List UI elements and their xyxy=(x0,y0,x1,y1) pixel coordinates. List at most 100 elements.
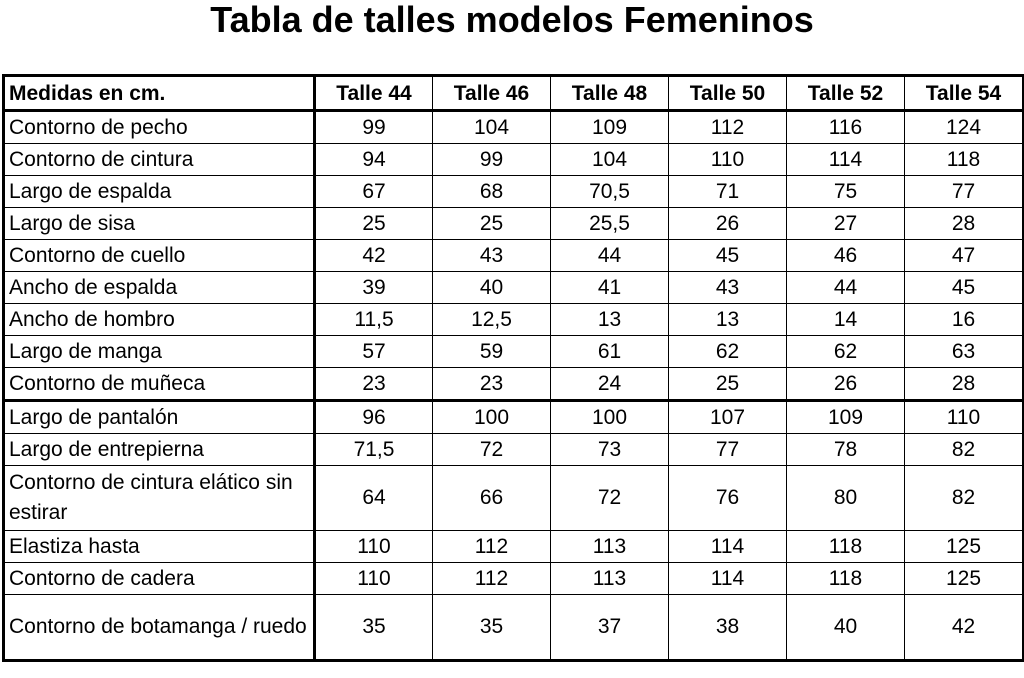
row-label: Contorno de cuello xyxy=(2,239,316,272)
table-cell: 11,5 xyxy=(314,303,433,336)
table-cell: 114 xyxy=(668,562,787,595)
table-row: Contorno de cintura 94 99 104 110 114 118 xyxy=(2,143,1024,176)
table-cell: 72 xyxy=(550,465,669,531)
table-cell: 13 xyxy=(550,303,669,336)
table-cell: 45 xyxy=(904,271,1024,304)
table-cell: 37 xyxy=(550,594,669,662)
table-cell: 44 xyxy=(786,271,905,304)
table-row: Contorno de botamanga / ruedo 35 35 37 38 40 4… xyxy=(2,594,1024,662)
table-cell: 25 xyxy=(432,207,551,240)
table-cell: 100 xyxy=(432,399,551,434)
table-cell: 77 xyxy=(904,175,1024,208)
table-cell: 82 xyxy=(904,465,1024,531)
table-cell: 124 xyxy=(904,110,1024,144)
table-cell: 38 xyxy=(668,594,787,662)
table-cell: 107 xyxy=(668,399,787,434)
table-cell: 110 xyxy=(314,562,433,595)
row-label: Contorno de muñeca xyxy=(2,367,316,401)
table-cell: 118 xyxy=(904,143,1024,176)
table-cell: 114 xyxy=(668,530,787,563)
table-cell: 43 xyxy=(668,271,787,304)
table-cell: 61 xyxy=(550,335,669,368)
table-cell: 110 xyxy=(904,399,1024,434)
table-row: Contorno de cadera 110 112 113 114 118 125 xyxy=(2,562,1024,595)
table-cell: 25 xyxy=(314,207,433,240)
table-cell: 47 xyxy=(904,239,1024,272)
table-cell: 72 xyxy=(432,433,551,466)
table-cell: 71 xyxy=(668,175,787,208)
table-cell: 26 xyxy=(786,367,905,401)
table-cell: 13 xyxy=(668,303,787,336)
table-cell: 99 xyxy=(432,143,551,176)
row-label: Largo de manga xyxy=(2,335,316,368)
table-cell: 28 xyxy=(904,367,1024,401)
table-cell: 99 xyxy=(314,110,433,144)
table-cell: 12,5 xyxy=(432,303,551,336)
table-row: Contorno de pecho 99 104 109 112 116 124 xyxy=(2,110,1024,144)
table-cell: 42 xyxy=(314,239,433,272)
table-cell: 43 xyxy=(432,239,551,272)
table-cell: 68 xyxy=(432,175,551,208)
table-cell: 23 xyxy=(314,367,433,401)
table-cell: 14 xyxy=(786,303,905,336)
table-cell: 46 xyxy=(786,239,905,272)
table-row: Contorno de cuello 42 43 44 45 46 47 xyxy=(2,239,1024,272)
column-header: Talle 50 xyxy=(668,74,787,112)
table-cell: 59 xyxy=(432,335,551,368)
row-label: Contorno de pecho xyxy=(2,110,316,144)
table-cell: 35 xyxy=(314,594,433,662)
column-header: Talle 48 xyxy=(550,74,669,112)
row-label: Largo de sisa xyxy=(2,207,316,240)
row-label: Largo de pantalón xyxy=(2,399,316,434)
row-label: Elastiza hasta xyxy=(2,530,316,563)
table-cell: 78 xyxy=(786,433,905,466)
table-cell: 94 xyxy=(314,143,433,176)
table-cell: 118 xyxy=(786,530,905,563)
table-cell: 112 xyxy=(432,562,551,595)
table-cell: 114 xyxy=(786,143,905,176)
table-row: Largo de entrepierna 71,5 72 73 77 78 82 xyxy=(2,433,1024,466)
table-cell: 116 xyxy=(786,110,905,144)
table-cell: 40 xyxy=(432,271,551,304)
table-cell: 104 xyxy=(550,143,669,176)
table-cell: 45 xyxy=(668,239,787,272)
row-label: Contorno de cadera xyxy=(2,562,316,595)
table-cell: 110 xyxy=(314,530,433,563)
table-row: Largo de manga 57 59 61 62 62 63 xyxy=(2,335,1024,368)
table-cell: 125 xyxy=(904,562,1024,595)
table-cell: 71,5 xyxy=(314,433,433,466)
table-row: Ancho de hombro 11,5 12,5 13 13 14 16 xyxy=(2,303,1024,336)
table-cell: 112 xyxy=(668,110,787,144)
table-row: Ancho de espalda 39 40 41 43 44 45 xyxy=(2,271,1024,304)
table-row: Contorno de muñeca 23 23 24 25 26 28 xyxy=(2,367,1024,401)
table-cell: 57 xyxy=(314,335,433,368)
table-cell: 25,5 xyxy=(550,207,669,240)
column-header: Talle 44 xyxy=(314,74,433,112)
table-cell: 73 xyxy=(550,433,669,466)
row-label: Contorno de cintura elático sin estirar xyxy=(2,465,316,531)
table-cell: 104 xyxy=(432,110,551,144)
table-cell: 96 xyxy=(314,399,433,434)
table-cell: 67 xyxy=(314,175,433,208)
table-cell: 113 xyxy=(550,562,669,595)
table-cell: 63 xyxy=(904,335,1024,368)
row-label: Contorno de cintura xyxy=(2,143,316,176)
table-cell: 70,5 xyxy=(550,175,669,208)
table-cell: 113 xyxy=(550,530,669,563)
table-cell: 25 xyxy=(668,367,787,401)
table-cell: 112 xyxy=(432,530,551,563)
row-label: Ancho de espalda xyxy=(2,271,316,304)
table-cell: 110 xyxy=(668,143,787,176)
table-row: Elastiza hasta 110 112 113 114 118 125 xyxy=(2,530,1024,563)
table-cell: 44 xyxy=(550,239,669,272)
row-label: Contorno de botamanga / ruedo xyxy=(2,594,316,662)
table-body: Contorno de pecho 99 104 109 112 116 124 Contor… xyxy=(2,110,1024,662)
table-row: Contorno de cintura elático sin estirar 6… xyxy=(2,465,1024,531)
table-cell: 80 xyxy=(786,465,905,531)
table-cell: 35 xyxy=(432,594,551,662)
table-row: Largo de sisa 25 25 25,5 26 27 28 xyxy=(2,207,1024,240)
table-row: Largo de espalda 67 68 70,5 71 75 77 xyxy=(2,175,1024,208)
table-cell: 75 xyxy=(786,175,905,208)
table-cell: 118 xyxy=(786,562,905,595)
